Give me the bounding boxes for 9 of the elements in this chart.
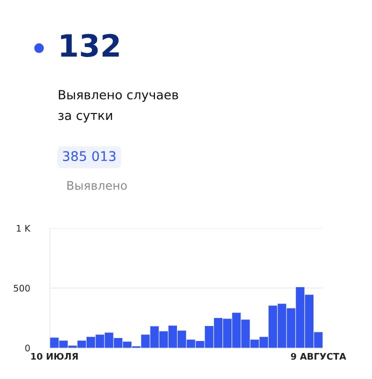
- x-tick-label: 9 АВГУСТА: [290, 352, 346, 360]
- x-tick-label: 10 ИЮЛЯ: [31, 352, 78, 360]
- y-tick-label: 500: [14, 284, 30, 292]
- chart-subtitle: Выявлено случаев за сутки: [58, 90, 178, 122]
- y-tick-label: 1 K: [16, 225, 31, 232]
- text: 385 013: [63, 151, 116, 162]
- text: Выявлено: [67, 181, 127, 190]
- chart-title: 132: [61, 34, 119, 57]
- y-tick-label: 0: [25, 344, 30, 352]
